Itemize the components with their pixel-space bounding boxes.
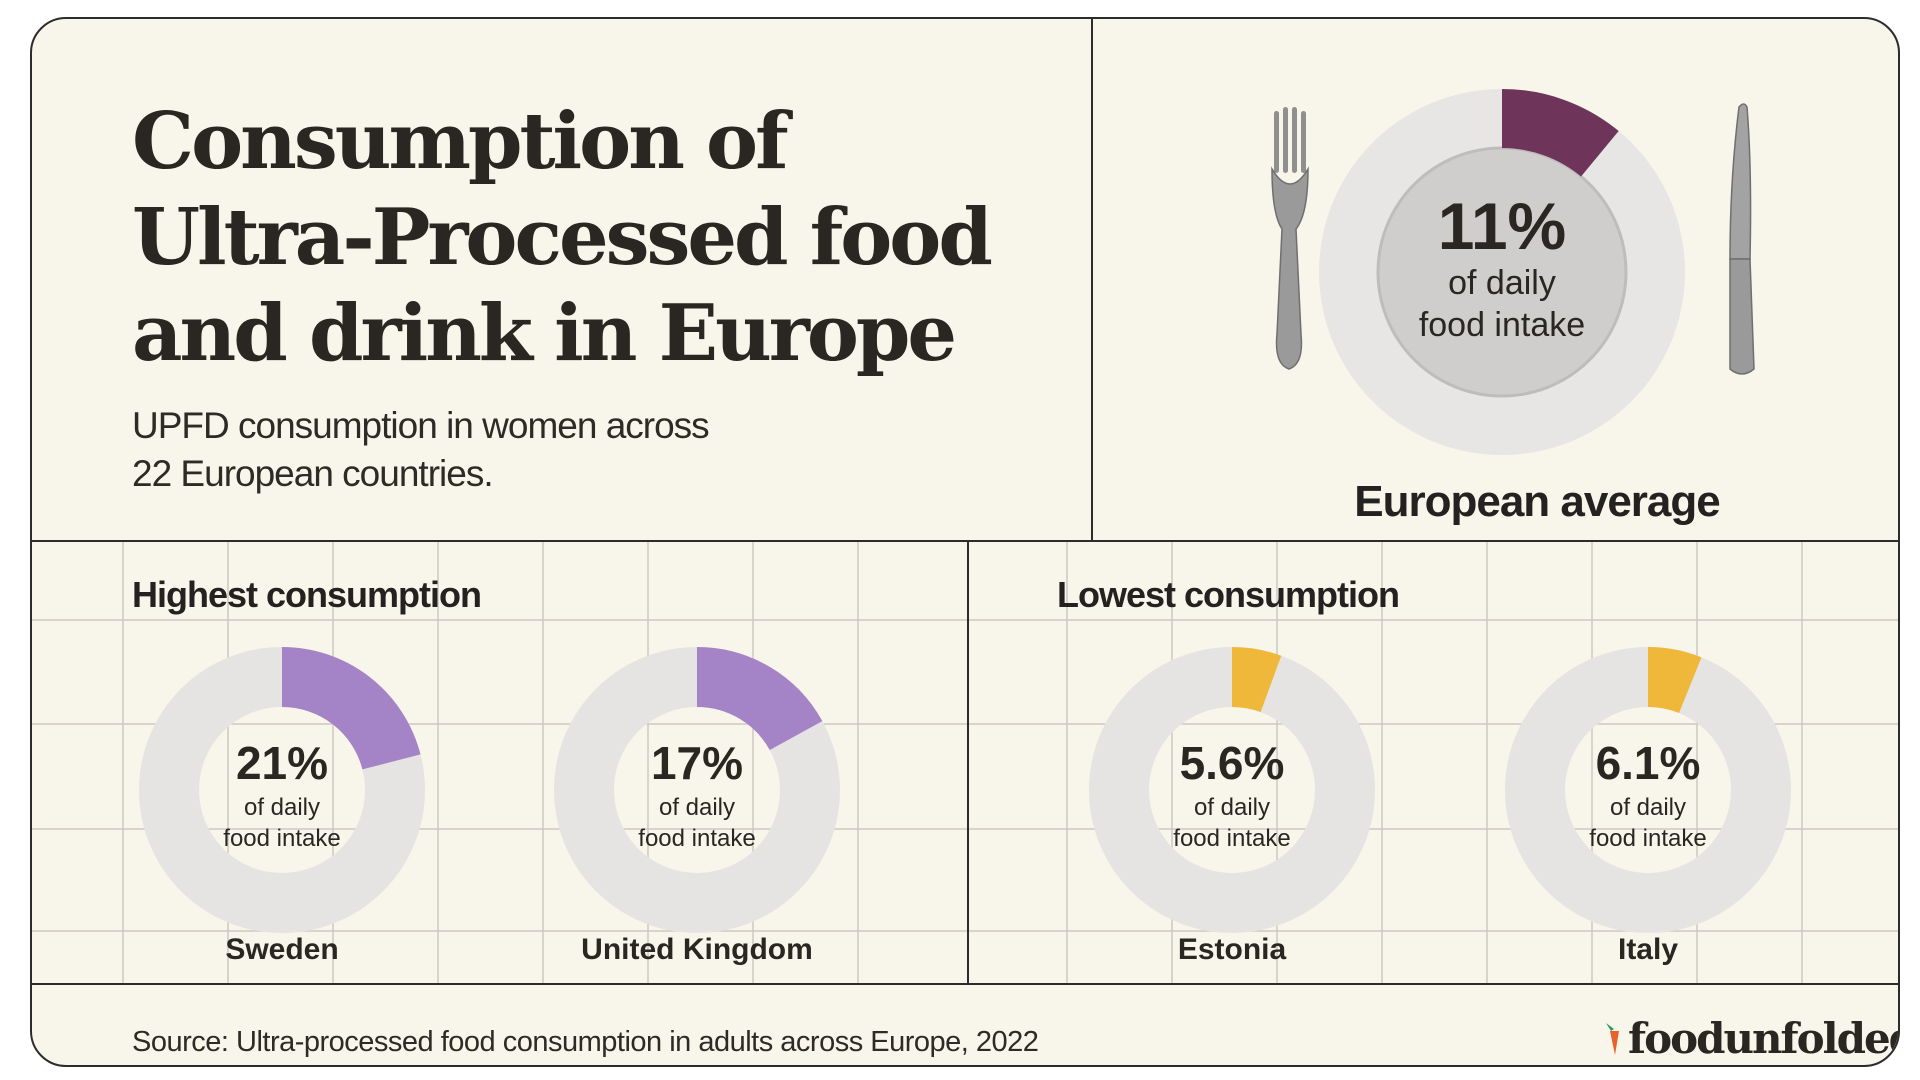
european-average-plate: 11% of daily food intake <box>1271 89 1755 455</box>
lowest-consumption-heading: Lowest consumption <box>1057 574 1400 615</box>
brand-logo: foodunfolded ® <box>1602 1014 1900 1063</box>
fork-icon <box>1271 107 1309 370</box>
donut-estonia: 5.6% of daily food intake Estonia <box>1089 647 1375 966</box>
donut-value-italy: 6.1% <box>1596 737 1701 789</box>
country-label-sweden: Sweden <box>225 933 338 966</box>
page-subtitle: UPFD consumption in women across 22 Euro… <box>132 405 710 494</box>
european-average-label: European average <box>1354 477 1721 526</box>
donut-value-estonia: 5.6% <box>1180 737 1285 789</box>
country-label-italy: Italy <box>1618 933 1678 966</box>
page-title: Consumption of Ultra-Processed food and … <box>132 96 993 379</box>
source-citation: Source: Ultra-processed food consumption… <box>132 1026 1039 1058</box>
country-donut-charts: 21% of daily food intake Sweden 17% of d… <box>139 647 1791 966</box>
donut-united-kingdom: 17% of daily food intake United Kingdom <box>554 647 840 966</box>
donut-caption-line2: food intake <box>1173 825 1290 852</box>
infographic-card: Consumption of Ultra-Processed food and … <box>30 17 1900 1067</box>
european-average-value: 11% <box>1438 189 1566 263</box>
plate-center <box>1378 148 1626 396</box>
donut-sweden: 21% of daily food intake Sweden <box>139 647 425 966</box>
country-label-united-kingdom: United Kingdom <box>581 933 813 966</box>
country-label-estonia: Estonia <box>1178 933 1287 966</box>
brand-wordmark: foodunfolded <box>1628 1014 1900 1063</box>
donut-slice-sweden <box>280 647 421 771</box>
donut-caption-line2: food intake <box>1589 825 1706 852</box>
donut-caption-line1: of daily <box>1610 794 1686 821</box>
donut-slice-estonia <box>1230 647 1282 713</box>
donut-track <box>1505 647 1791 933</box>
donut-slice-united-kingdom <box>695 647 823 751</box>
donut-value-united-kingdom: 17% <box>651 737 743 789</box>
carrot-icon <box>1606 1022 1619 1055</box>
donut-italy: 6.1% of daily food intake Italy <box>1505 647 1791 966</box>
donut-caption-line2: food intake <box>223 825 340 852</box>
donut-caption-line2: food intake <box>638 825 755 852</box>
donut-slice-italy <box>1646 647 1702 714</box>
highest-consumption-heading: Highest consumption <box>132 574 482 615</box>
donut-caption-line1: of daily <box>659 794 735 821</box>
donut-value-sweden: 21% <box>236 737 328 789</box>
donut-caption-line1: of daily <box>244 794 320 821</box>
donut-caption-line1: of daily <box>1194 794 1270 821</box>
european-average-slice <box>1502 89 1619 177</box>
donut-track <box>1089 647 1375 933</box>
european-average-caption-line2: food intake <box>1419 306 1585 344</box>
european-average-caption-line1: of daily <box>1448 264 1556 302</box>
knife-icon <box>1729 103 1755 375</box>
